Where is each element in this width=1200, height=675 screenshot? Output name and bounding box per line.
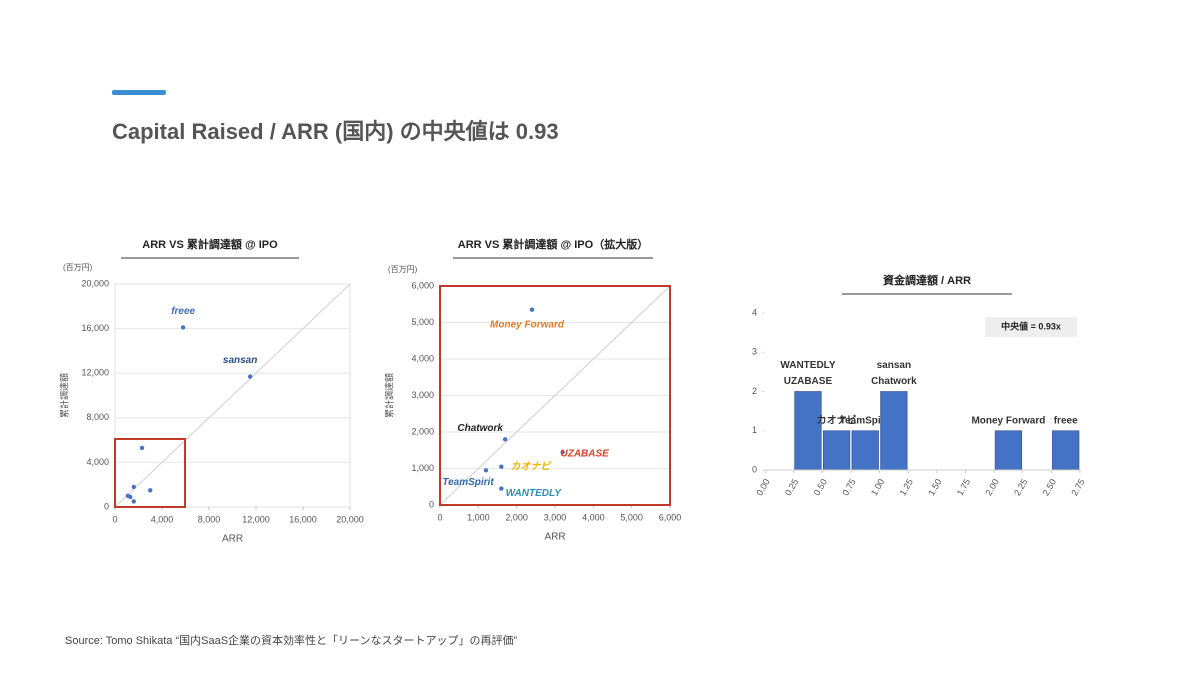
- point: [499, 486, 504, 491]
- y-tick-label: 3: [752, 347, 757, 357]
- y-tick-label: 6,000: [411, 280, 434, 290]
- y-axis-title: 累計調達額: [58, 373, 69, 418]
- annotation-box: [985, 317, 1077, 337]
- bar-label: カオナビ: [817, 413, 857, 426]
- highlight-frame: [439, 285, 671, 506]
- bar: [794, 391, 822, 471]
- x-tick-label: 8,000: [198, 514, 221, 524]
- point: [125, 493, 131, 499]
- y-unit: (百万円): [388, 265, 418, 274]
- x-tick-label: 12,000: [242, 514, 270, 524]
- x-tick-label: 1.75: [955, 477, 972, 497]
- chart-title: ARR VS 累計調達額 @ IPO: [142, 237, 278, 251]
- x-axis-title: ARR: [222, 534, 243, 545]
- bar: [851, 430, 879, 471]
- point: [148, 488, 153, 493]
- y-tick-label: 2,000: [411, 426, 434, 436]
- x-tick-label: 5,000: [620, 512, 643, 522]
- x-tick-label: 4,000: [582, 512, 605, 522]
- x-tick-label: 0.00: [754, 477, 771, 497]
- slide-title: Capital Raised / ARR (国内) の中央値は 0.93: [112, 119, 559, 144]
- y-unit: (百万円): [63, 263, 93, 272]
- bar: [822, 430, 851, 471]
- x-tick-label: 0: [112, 514, 117, 524]
- annotation: 中央値 = 0.93x: [1001, 320, 1061, 331]
- diagonal: [439, 285, 671, 506]
- x-tick-label: 6,000: [659, 512, 682, 522]
- x-tick-label: 0.25: [783, 477, 800, 497]
- y-tick-label: 1: [752, 425, 757, 435]
- y-tick-label: 3,000: [411, 390, 434, 400]
- y-tick-label: 20,000: [81, 278, 109, 288]
- x-tick-label: 20,000: [336, 514, 364, 524]
- y-tick-label: 4: [752, 307, 757, 317]
- x-tick-label: 0: [437, 512, 442, 522]
- point-label: Money Forward: [490, 319, 565, 330]
- y-tick-label: 5,000: [411, 317, 434, 327]
- bar-label: UZABASE: [784, 376, 833, 387]
- x-tick-label: 1.50: [926, 477, 943, 497]
- x-axis-title: ARR: [544, 532, 565, 543]
- x-tick-label: 0.50: [812, 477, 829, 497]
- y-tick-label: 2: [752, 386, 757, 396]
- chart-title: 資金調達額 / ARR: [883, 273, 971, 287]
- point: [247, 374, 253, 379]
- bar-label: Money Forward: [971, 415, 1045, 426]
- bar-label: sansan: [877, 360, 911, 371]
- bar: [880, 391, 908, 471]
- point-label: UZABASE: [560, 449, 609, 460]
- point: [483, 468, 489, 473]
- bar-label: Chatwork: [871, 376, 917, 387]
- y-tick-label: 0: [429, 499, 434, 509]
- x-tick-label: 1.00: [869, 477, 886, 497]
- chart-title: ARR VS 累計調達額 @ IPO（拡大版）: [458, 237, 648, 251]
- point: [131, 499, 136, 504]
- bar-label: freee: [1054, 415, 1078, 426]
- bar-label: WANTEDLY: [780, 360, 836, 371]
- x-tick-label: 2.50: [1041, 477, 1058, 497]
- point: [560, 449, 565, 455]
- y-tick-label: 1,000: [411, 463, 434, 473]
- point: [529, 307, 535, 312]
- diagonal: [114, 283, 351, 508]
- y-tick-label: 4,000: [86, 457, 109, 467]
- point: [502, 437, 508, 442]
- point: [499, 464, 504, 469]
- point: [131, 484, 136, 490]
- point: [180, 325, 186, 330]
- y-tick-label: 0: [104, 501, 109, 511]
- point-label: sansan: [223, 355, 257, 366]
- point-label: カオナビ: [510, 460, 552, 472]
- y-tick-label: 4,000: [411, 353, 434, 363]
- x-tick-label: 2.75: [1069, 477, 1086, 497]
- point-label: Chatwork: [457, 423, 503, 434]
- y-tick-label: 8,000: [86, 412, 109, 422]
- x-tick-label: 2.00: [983, 477, 1000, 497]
- y-tick-label: 0: [752, 464, 757, 474]
- point-label: TeamSpirit: [442, 477, 494, 488]
- x-tick-label: 1.25: [898, 477, 915, 497]
- x-tick-label: 2.25: [1012, 477, 1029, 497]
- bar-label: TeamSpirit: [840, 415, 892, 426]
- x-tick-label: 1,000: [467, 512, 490, 522]
- x-tick-label: 4,000: [151, 514, 174, 524]
- highlight-box: [114, 438, 186, 508]
- y-axis-title: 累計調達額: [383, 373, 394, 418]
- point-label: freee: [171, 306, 195, 317]
- x-tick-label: 0.75: [840, 477, 857, 497]
- point: [139, 445, 145, 451]
- bar: [1052, 430, 1080, 471]
- y-tick-label: 16,000: [81, 323, 109, 333]
- source: Source: Tomo Shikata “国内SaaS企業の資本効率性と「リー…: [65, 633, 517, 647]
- x-tick-label: 3,000: [544, 512, 567, 522]
- x-tick-label: 16,000: [289, 514, 317, 524]
- x-tick-label: 2,000: [505, 512, 528, 522]
- y-tick-label: 12,000: [81, 368, 109, 378]
- bar: [994, 430, 1023, 471]
- point-label: WANTEDLY: [506, 488, 563, 499]
- accent-bar: [112, 90, 166, 95]
